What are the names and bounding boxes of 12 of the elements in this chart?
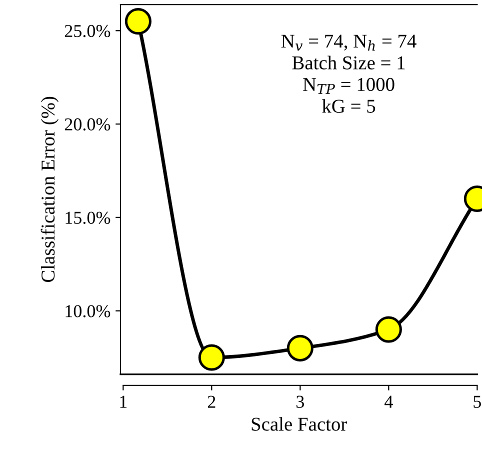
x-tick-label: 3 (296, 396, 304, 408)
y-tick-label: 15.0% (66, 212, 110, 224)
x-tick-label: 1 (120, 396, 127, 408)
text: N$_{v}$ = 74, N$_{h}$ = 74 Batch Size = 1 N$_{TP}$ = 1000 kG = 5 (281, 34, 416, 113)
x-tick-label: 2 (208, 396, 216, 408)
x-tick-label: 5 (474, 396, 481, 408)
y-axis-title: Classification Error (%) (40, 96, 59, 282)
x-axis-title: Scale Factor (252, 417, 347, 431)
x-tick-label: 4 (384, 396, 393, 408)
y-tick-label: 25.0% (64, 24, 110, 38)
y-tick-label: 20.0% (64, 118, 110, 131)
y-tick-label: 10.0% (66, 305, 110, 318)
